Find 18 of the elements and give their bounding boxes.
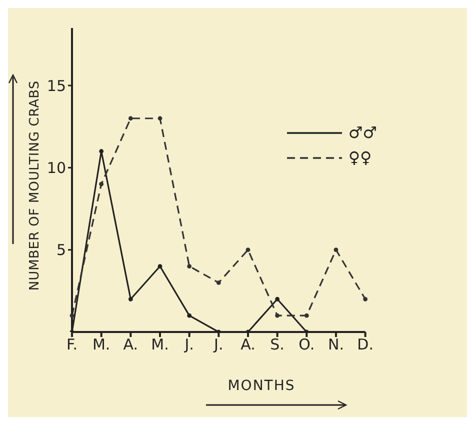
x-tick-label: J.	[184, 336, 194, 354]
x-tick-label: F.	[66, 336, 78, 354]
x-axis-title: MONTHS	[226, 378, 296, 394]
legend-label: ♀♀	[348, 148, 372, 167]
x-tick-label: S.	[270, 336, 284, 354]
x-tick-label: A.	[123, 336, 138, 354]
x-tick-label: A.	[240, 336, 256, 354]
y-axis-title: NUMBER OF MOULTING CRABS	[28, 80, 43, 290]
x-tick-label: O.	[298, 336, 315, 354]
x-tick-label: M.	[92, 336, 110, 354]
x-tick-label: M.	[151, 336, 169, 354]
legend-label: ♂♂	[348, 123, 377, 142]
x-tick-label: D.	[357, 336, 374, 354]
y-tick-label: 5	[56, 241, 66, 260]
x-tick-label: J.	[213, 336, 224, 354]
y-tick-label: 15	[46, 76, 66, 95]
x-tick-label: N.	[328, 336, 344, 354]
y-tick-label: 10	[46, 159, 66, 177]
